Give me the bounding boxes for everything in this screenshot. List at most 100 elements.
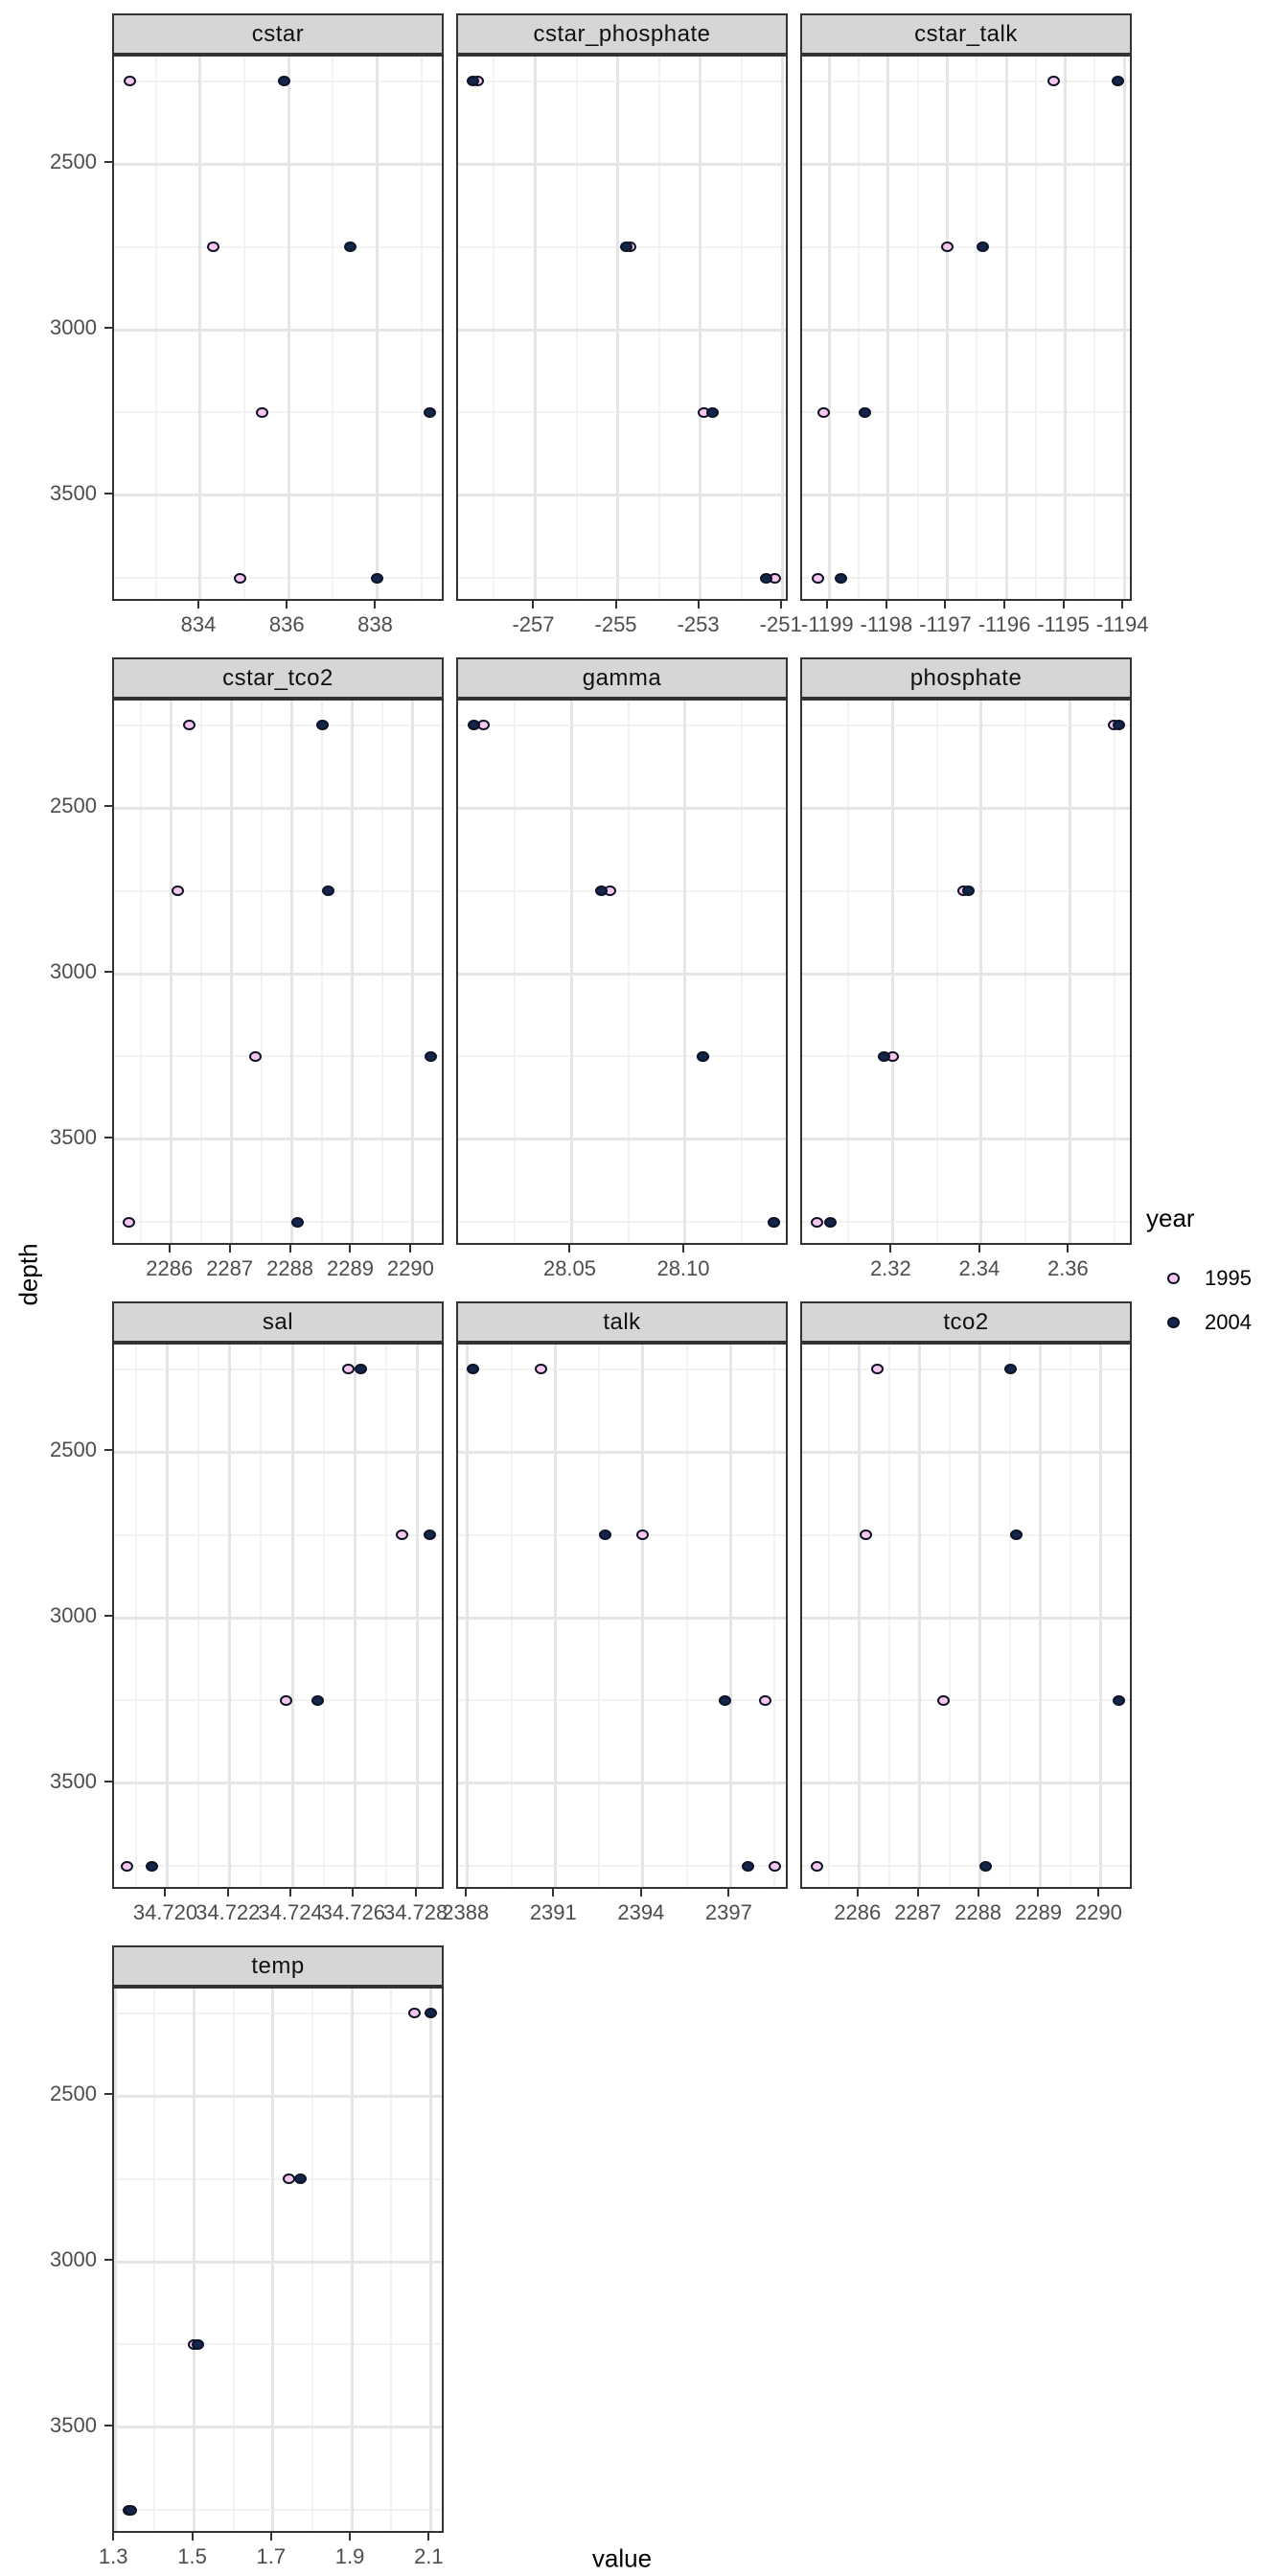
gridline-vertical <box>350 701 354 1243</box>
data-point-1995 <box>534 1364 547 1375</box>
x-tick-mark <box>352 1889 355 1897</box>
x-tick-label: 1.3 <box>98 2544 128 2568</box>
gridline-horizontal <box>458 1782 786 1785</box>
x-tick-mark <box>727 1889 730 1897</box>
gridline-vertical <box>1129 1345 1130 1887</box>
data-point-1995 <box>395 1530 408 1541</box>
x-tick-mark <box>289 1889 292 1897</box>
x-tick-label: 2286 <box>146 1256 194 1280</box>
gridline-horizontal <box>114 328 442 332</box>
gridline-vertical <box>416 1345 420 1887</box>
gridline-vertical <box>193 1989 196 2531</box>
x-tick-label: -255 <box>594 612 637 636</box>
gridline-vertical <box>420 57 423 599</box>
gridline-vertical <box>321 701 324 1243</box>
legend-key-circle-2004-icon <box>1167 1317 1180 1328</box>
gridline-vertical <box>1093 57 1096 599</box>
gridline-vertical <box>230 701 234 1243</box>
data-point-2004 <box>718 1694 731 1706</box>
gridline-horizontal <box>458 1616 786 1620</box>
gridline-horizontal <box>458 577 786 580</box>
gridline-horizontal <box>458 972 786 976</box>
gridline-vertical <box>773 1345 776 1887</box>
x-tick-mark <box>1003 601 1006 609</box>
gridline-vertical <box>828 1345 831 1887</box>
gridline-vertical <box>740 57 743 599</box>
gridline-vertical <box>428 1989 432 2531</box>
data-point-1995 <box>123 1216 136 1228</box>
x-tick-mark <box>1121 601 1124 609</box>
data-point-1995 <box>816 406 830 418</box>
gridline-vertical <box>827 57 831 599</box>
x-tick-mark <box>269 2533 272 2541</box>
gridline-vertical <box>598 1345 601 1887</box>
gridline-vertical <box>1068 701 1071 1243</box>
gridline-vertical <box>858 1345 862 1887</box>
x-tick-label: 2290 <box>386 1256 434 1280</box>
gridline-vertical <box>800 57 801 599</box>
y-tick-label: 3000 <box>50 315 97 339</box>
gridline-horizontal <box>802 1782 1130 1785</box>
gridline-vertical <box>1122 57 1126 599</box>
data-point-2004 <box>1112 720 1125 731</box>
x-tick-mark <box>191 2533 194 2541</box>
facet-strip: cstar_phosphate <box>456 13 788 55</box>
gridline-vertical <box>154 57 157 599</box>
data-point-2004 <box>467 1364 480 1375</box>
gridline-horizontal <box>114 889 442 892</box>
gridline-vertical <box>514 701 517 1243</box>
x-tick-label: 2394 <box>617 1900 665 1924</box>
facet-phosphate: phosphate 2.32 2.34 2.36 <box>800 657 1132 1288</box>
legend-item-label: 1995 <box>1205 1266 1252 1290</box>
gridline-horizontal <box>114 1865 442 1868</box>
y-tick-mark <box>104 1136 112 1138</box>
gridline-horizontal <box>802 80 1130 82</box>
facet-panel <box>112 1343 444 1889</box>
data-point-1995 <box>342 1364 356 1375</box>
gridline-vertical <box>1024 701 1027 1243</box>
x-tick-mark <box>226 1889 229 1897</box>
data-point-1995 <box>940 242 954 253</box>
facet-strip: cstar_talk <box>800 13 1132 55</box>
gridline-horizontal <box>802 1368 1130 1370</box>
facet-panel <box>456 699 788 1245</box>
data-point-1995 <box>249 1050 263 1062</box>
y-tick-label: 3500 <box>50 480 97 505</box>
gridline-vertical <box>685 1345 688 1887</box>
gridline-horizontal <box>114 2094 442 2098</box>
facet-panel <box>112 699 444 1245</box>
data-point-1995 <box>183 720 196 731</box>
x-tick-mark <box>112 2533 115 2541</box>
x-tick-label: 2290 <box>1074 1900 1122 1924</box>
x-tick-mark <box>409 1245 412 1253</box>
gridline-horizontal <box>114 1533 442 1536</box>
gridline-vertical <box>243 57 246 599</box>
gridline-vertical <box>945 57 949 599</box>
gridline-horizontal <box>114 1368 442 1370</box>
facet-cstar_talk: cstar_talk -1199 -1198 -1197 -1196 -1195 -1194 <box>800 13 1148 644</box>
gridline-horizontal <box>114 1055 442 1058</box>
y-tick-label: 2500 <box>50 2082 97 2106</box>
y-tick-label: 3500 <box>50 1124 97 1149</box>
x-tick-label: 1.9 <box>334 2544 365 2568</box>
facet-strip: cstar <box>112 13 444 55</box>
facet-panel <box>112 1987 444 2533</box>
gridline-vertical <box>847 701 850 1243</box>
gridline-vertical <box>410 701 414 1243</box>
facet-strip: temp <box>112 1945 444 1987</box>
x-tick-label: -1197 <box>919 612 972 636</box>
data-point-1995 <box>811 1860 824 1872</box>
x-tick-label: 2397 <box>704 1900 752 1924</box>
x-tick-label: 1.5 <box>177 2544 207 2568</box>
data-point-2004 <box>315 720 329 731</box>
gridline-vertical <box>888 1345 891 1887</box>
data-point-2004 <box>619 242 632 253</box>
x-tick-label: -1199 <box>800 612 854 636</box>
x-tick-label: 34.724 <box>258 1900 323 1924</box>
gridline-vertical <box>140 701 143 1243</box>
data-point-1995 <box>759 1694 772 1706</box>
x-tick-label: 838 <box>357 612 393 636</box>
gridline-vertical <box>1098 1345 1102 1887</box>
x-tick-mark <box>978 1245 980 1253</box>
data-point-2004 <box>310 1694 324 1706</box>
